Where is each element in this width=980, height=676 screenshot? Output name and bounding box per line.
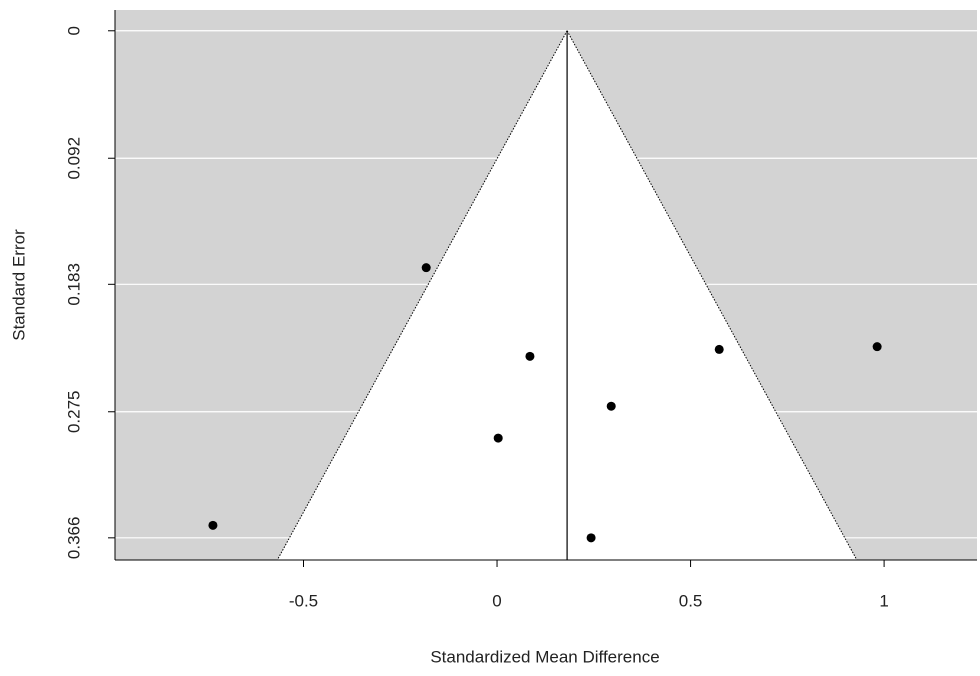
study-point	[586, 533, 596, 543]
x-tick-label: 1	[879, 591, 888, 610]
y-tick-label: 0.183	[64, 263, 83, 306]
y-tick-label: 0.092	[64, 137, 83, 180]
study-point	[208, 520, 218, 530]
y-tick-label: 0	[64, 26, 83, 35]
y-tick-label: 0.366	[64, 517, 83, 560]
study-point	[872, 342, 882, 352]
study-point	[525, 351, 535, 361]
study-point	[714, 344, 724, 354]
y-axis-title: Standard Error	[9, 229, 28, 341]
x-tick-label: 0.5	[679, 591, 703, 610]
y-tick-label: 0.275	[64, 390, 83, 433]
study-point	[421, 263, 431, 273]
x-tick-label: -0.5	[289, 591, 318, 610]
study-point	[493, 433, 503, 443]
x-axis-title: Standardized Mean Difference	[430, 647, 659, 666]
study-point	[606, 401, 616, 411]
x-tick-label: 0	[492, 591, 501, 610]
